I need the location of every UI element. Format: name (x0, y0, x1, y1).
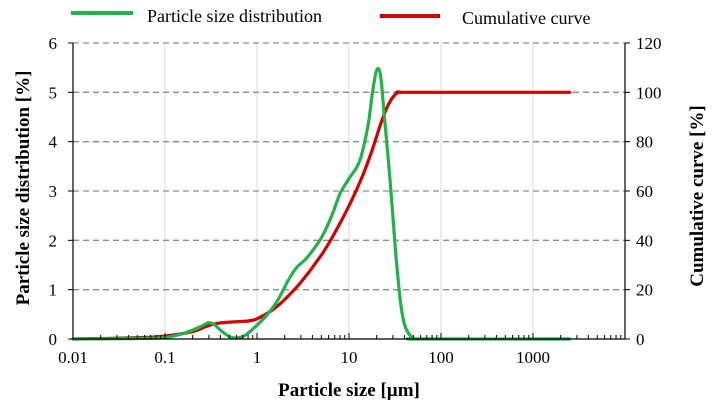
y-axis-title-left: Particle size distribution [%] (13, 71, 34, 306)
y-axis-title-right: Cumulative curve [%] (687, 105, 708, 287)
y-tick-label-right: 20 (636, 281, 653, 300)
y-tick-label-left: 2 (49, 231, 58, 250)
y-tick-label-left: 5 (49, 83, 58, 102)
x-tick-label: 100 (428, 348, 454, 367)
y-tick-label-right: 60 (636, 182, 653, 201)
y-tick-label-left: 4 (49, 133, 58, 152)
series-layer (71, 66, 572, 341)
x-tick-label: 1 (253, 348, 262, 367)
series-line-distribution (71, 66, 572, 341)
y-tick-label-left: 6 (49, 34, 58, 53)
y-tick-label-right: 0 (636, 330, 645, 349)
y-tick-label-right: 100 (636, 83, 662, 102)
y-tick-label-right: 40 (636, 231, 653, 250)
x-tick-label: 0.1 (154, 348, 175, 367)
y-tick-label-right: 120 (636, 34, 662, 53)
y-tick-label-left: 3 (49, 182, 58, 201)
x-tick-label: 1000 (516, 348, 550, 367)
x-tick-label: 10 (341, 348, 358, 367)
x-tick-label: 0.01 (58, 348, 88, 367)
y-tick-label-left: 0 (49, 330, 58, 349)
x-axis-title: Particle size [µm] (278, 380, 420, 401)
axes (68, 42, 630, 340)
y-tick-label-left: 1 (49, 281, 58, 300)
series-line-cumulative (71, 90, 572, 341)
grid (73, 42, 625, 339)
y-tick-label-right: 80 (636, 133, 653, 152)
legend-label-cumulative: Cumulative curve (462, 8, 590, 28)
legend: Particle size distribution Cumulative cu… (71, 6, 590, 28)
legend-label-distribution: Particle size distribution (147, 6, 322, 26)
